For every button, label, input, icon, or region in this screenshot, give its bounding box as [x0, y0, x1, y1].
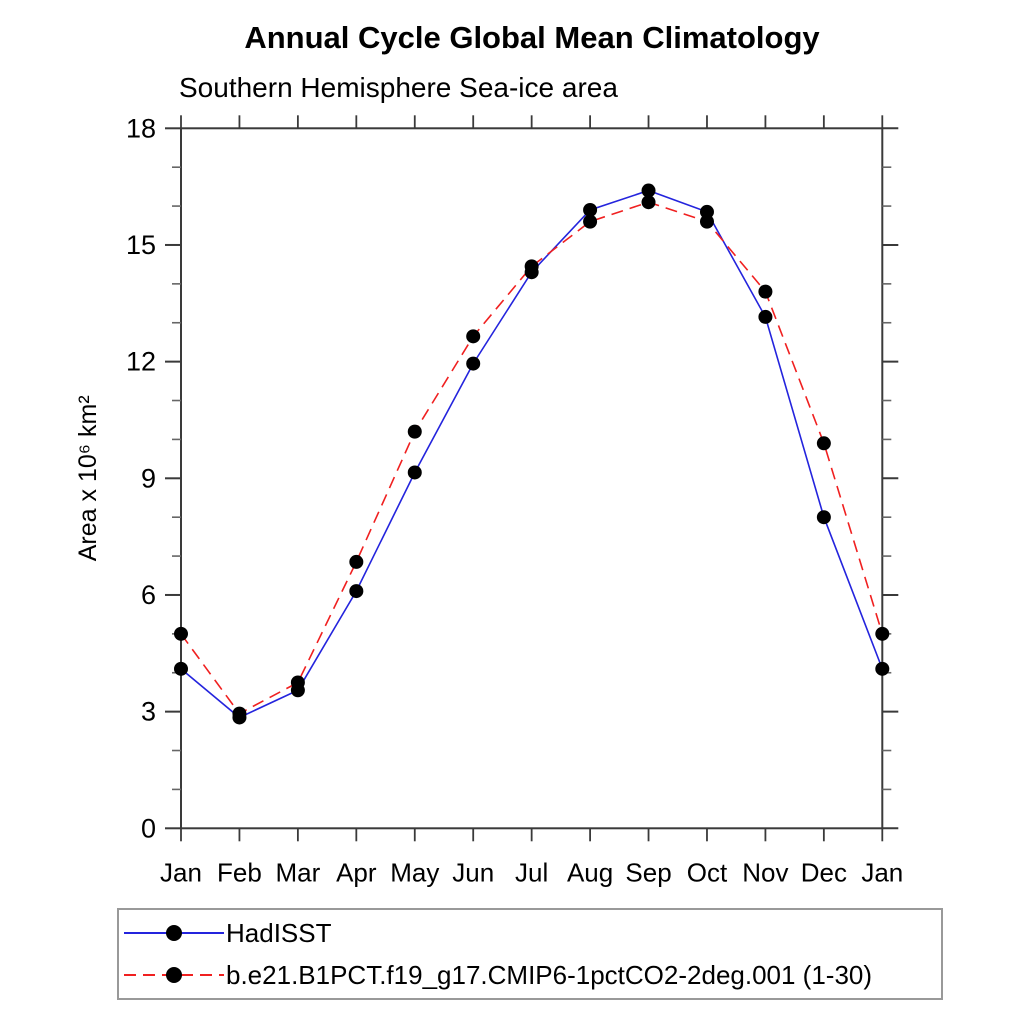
- legend-entry-hadisst: HadISST: [119, 913, 941, 953]
- legend-marker-1: [166, 967, 182, 983]
- y-tick-label: 6: [141, 580, 156, 610]
- series-0-marker: [407, 465, 422, 480]
- series-0-marker: [699, 204, 714, 219]
- series-0-marker: [641, 183, 656, 198]
- y-tick-label: 0: [141, 813, 156, 843]
- x-tick-label: Aug: [567, 857, 613, 887]
- legend-label-hadisst: HadISST: [226, 918, 332, 948]
- plot-frame: [180, 127, 884, 830]
- x-tick-label: Jan: [861, 857, 903, 887]
- legend-marker-0: [166, 925, 182, 941]
- series-1-marker: [699, 214, 714, 229]
- series-0-marker: [583, 202, 598, 217]
- series-1-marker: [875, 626, 890, 641]
- chart-subtitle: Southern Hemisphere Sea-ice area: [179, 72, 618, 103]
- x-tick-label: Apr: [336, 857, 377, 887]
- x-tick-label: Jan: [160, 857, 202, 887]
- y-axis-title: Area x 10⁶ km²: [74, 395, 102, 561]
- chart-title: Annual Cycle Global Mean Climatology: [244, 20, 820, 55]
- series-1-marker: [466, 329, 481, 344]
- series-1-marker: [641, 195, 656, 210]
- x-tick-label: Jun: [452, 857, 494, 887]
- series-0-marker: [875, 661, 890, 676]
- y-tick-label: 9: [141, 463, 156, 493]
- series-1-marker: [232, 706, 247, 721]
- series-1-marker: [349, 554, 364, 569]
- x-tick-label: May: [390, 857, 439, 887]
- series-1-marker: [407, 424, 422, 439]
- series-0-marker: [816, 510, 831, 525]
- series-0-marker: [174, 661, 188, 676]
- x-tick-label: Dec: [801, 857, 847, 887]
- x-tick-label: Jul: [515, 857, 548, 887]
- y-tick-label: 15: [126, 230, 156, 260]
- x-tick-label: Mar: [275, 857, 320, 887]
- y-tick-label: 12: [126, 347, 156, 377]
- series-1-marker: [290, 675, 305, 690]
- legend-label-model: b.e21.B1PCT.f19_g17.CMIP6-1pctCO2-2deg.0…: [226, 960, 873, 990]
- legend-line-sample-model: [124, 967, 224, 983]
- x-tick-label: Nov: [742, 857, 788, 887]
- series-0-marker: [758, 309, 773, 324]
- y-tick-label: 18: [126, 113, 156, 143]
- legend-line-sample-hadisst: [124, 925, 224, 941]
- x-tick-label: Feb: [217, 857, 262, 887]
- x-tick-label: Sep: [625, 857, 671, 887]
- x-tick-label: Oct: [687, 857, 728, 887]
- legend-entry-model: b.e21.B1PCT.f19_g17.CMIP6-1pctCO2-2deg.0…: [119, 955, 941, 995]
- series-1-marker: [174, 626, 188, 641]
- series-1-marker: [583, 214, 598, 229]
- series-0-marker: [349, 584, 364, 599]
- legend: HadISST b.e21.B1PCT.f19_g17.CMIP6-1pctCO…: [117, 908, 943, 1000]
- series-1-marker: [524, 259, 539, 274]
- series-1-marker: [758, 284, 773, 299]
- series-0-marker: [466, 356, 481, 371]
- series-1-marker: [816, 436, 831, 451]
- y-tick-label: 3: [141, 697, 156, 727]
